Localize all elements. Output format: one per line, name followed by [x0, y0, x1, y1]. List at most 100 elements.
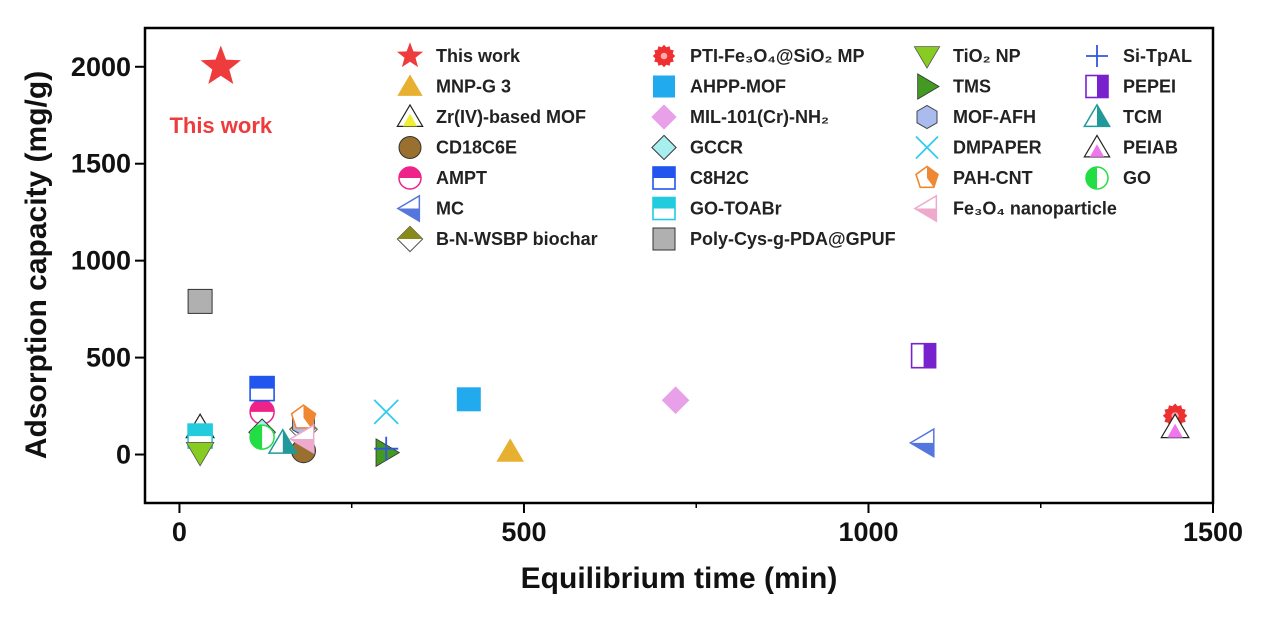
legend-marker	[1085, 166, 1109, 190]
legend-item-mof-afh: MOF-AFH	[916, 104, 1036, 130]
legend-label: TMS	[953, 77, 991, 97]
legend-label: MIL-101(Cr)-NH₂	[690, 107, 829, 127]
legend-item-tms: TMS	[917, 73, 991, 100]
legend-marker	[1085, 74, 1109, 99]
y-tick-label: 0	[116, 440, 131, 470]
legend-item-pah-cnt: PAH-CNT	[915, 165, 1033, 189]
legend-label: B-N-WSBP biochar	[436, 229, 598, 249]
plot-frame	[143, 26, 1215, 505]
legend-label: CD18C6E	[436, 138, 517, 158]
legend: This work MNP-G 3 Zr(IV)-based MOF CD18C6E A…	[396, 42, 1192, 253]
annotation-this-work: This work	[169, 113, 272, 138]
legend-label: AHPP-MOF	[690, 77, 786, 97]
legend-marker	[917, 73, 940, 100]
legend-marker	[651, 104, 677, 130]
legend-marker	[396, 42, 424, 68]
legend-item-go: GO	[1085, 166, 1151, 190]
legend-label: Fe₃O₄ nanoparticle	[953, 199, 1117, 219]
point-ampt	[249, 399, 275, 425]
legend-item-mil-101-cr-nh2: MIL-101(Cr)-NH₂	[651, 104, 829, 130]
x-axis-title: Equilibrium time (min)	[521, 562, 838, 595]
point-go	[249, 424, 275, 450]
legend-marker	[652, 227, 676, 251]
y-tick-label: 2000	[71, 52, 131, 82]
legend-label: DMPAPER	[953, 138, 1042, 158]
legend-item-cd18c6e: CD18C6E	[398, 136, 517, 159]
legend-marker	[913, 46, 941, 69]
point-fe3o4-nanoparticle	[288, 423, 315, 455]
legend-item-zr-iv-based-mof: Zr(IV)-based MOF	[396, 103, 586, 127]
legend-label: Si-TpAL	[1123, 46, 1192, 66]
legend-marker	[1086, 45, 1108, 67]
point-tio2-np	[185, 442, 215, 467]
legend-marker	[396, 225, 424, 253]
point-pah-cnt	[290, 404, 317, 429]
legend-label: GO-TOABr	[690, 199, 782, 219]
axis-ticks: 0 500 1000 1500 0 500 1000 1500 2000	[71, 52, 1243, 547]
point-si-tpal	[374, 436, 399, 461]
legend-item-tio2-np: TiO₂ NP	[913, 46, 1021, 69]
legend-item-si-tpal: Si-TpAL	[1086, 45, 1192, 67]
legend-marker	[397, 74, 423, 96]
legend-label: This work	[436, 46, 521, 66]
legend-label: C8H2C	[690, 168, 749, 188]
legend-label: GO	[1123, 168, 1151, 188]
x-tick-label: 0	[172, 517, 187, 547]
legend-label: AMPT	[436, 168, 487, 188]
legend-marker	[913, 194, 938, 223]
point-mc	[908, 427, 935, 459]
legend-item-c8h2c: C8H2C	[652, 166, 749, 190]
point-poly-cys-g-pda-gpuf	[187, 288, 213, 314]
legend-item-fe3o4-nanoparticle: Fe₃O₄ nanoparticle	[913, 194, 1117, 223]
legend-marker	[1083, 103, 1111, 128]
point-c8h2c	[249, 375, 275, 402]
legend-marker	[398, 166, 422, 190]
point-this-work	[200, 45, 242, 84]
x-tick-label: 500	[501, 517, 546, 547]
legend-item-b-n-wsbp-biochar: B-N-WSBP biochar	[396, 225, 598, 253]
x-tick-label: 1500	[1183, 517, 1243, 547]
legend-marker	[398, 136, 422, 159]
y-tick-label: 500	[86, 343, 131, 373]
legend-marker	[916, 104, 938, 130]
y-tick-label: 1000	[71, 246, 131, 276]
data-points	[185, 45, 1190, 468]
legend-marker	[1083, 134, 1111, 158]
point-tms	[375, 438, 401, 468]
legend-label: MOF-AFH	[953, 107, 1036, 127]
legend-item-ampt: AMPT	[398, 166, 487, 190]
legend-item-pti-fe3o4-sio2-mp: PTI-Fe₃O₄@SiO₂ MP	[652, 44, 864, 68]
legend-marker	[396, 194, 421, 223]
point-ahpp-mof	[456, 387, 481, 412]
legend-marker	[396, 103, 424, 127]
legend-label: PTI-Fe₃O₄@SiO₂ MP	[690, 46, 864, 66]
legend-marker	[651, 134, 677, 161]
legend-label: MNP-G 3	[436, 77, 511, 97]
legend-marker	[652, 44, 676, 68]
legend-marker	[652, 196, 676, 221]
y-axis-title: Adsorption capacity (mg/g)	[20, 71, 53, 459]
legend-label: TiO₂ NP	[953, 46, 1021, 66]
legend-item-go-toabr: GO-TOABr	[652, 196, 782, 221]
legend-item-this-work: This work	[396, 42, 521, 68]
point-pepei	[910, 342, 937, 369]
point-mnp-g-3	[496, 438, 524, 462]
legend-marker	[653, 75, 675, 98]
legend-label: PAH-CNT	[953, 168, 1033, 188]
legend-item-mnp-g-3: MNP-G 3	[397, 74, 511, 97]
x-tick-label: 1000	[838, 517, 898, 547]
legend-item-ahpp-mof: AHPP-MOF	[653, 75, 786, 98]
legend-item-gccr: GCCR	[651, 134, 743, 161]
point-mil-101-cr-nh2	[661, 386, 690, 414]
y-tick-label: 1500	[71, 149, 131, 179]
legend-marker	[915, 165, 939, 189]
legend-label: Zr(IV)-based MOF	[436, 107, 586, 127]
legend-label: PEPEI	[1123, 77, 1176, 97]
point-dmpaper	[373, 399, 399, 425]
legend-label: MC	[436, 199, 464, 219]
legend-label: GCCR	[690, 138, 743, 158]
legend-item-tcm: TCM	[1083, 103, 1162, 128]
point-peiab	[1160, 413, 1190, 439]
legend-marker	[652, 166, 676, 190]
